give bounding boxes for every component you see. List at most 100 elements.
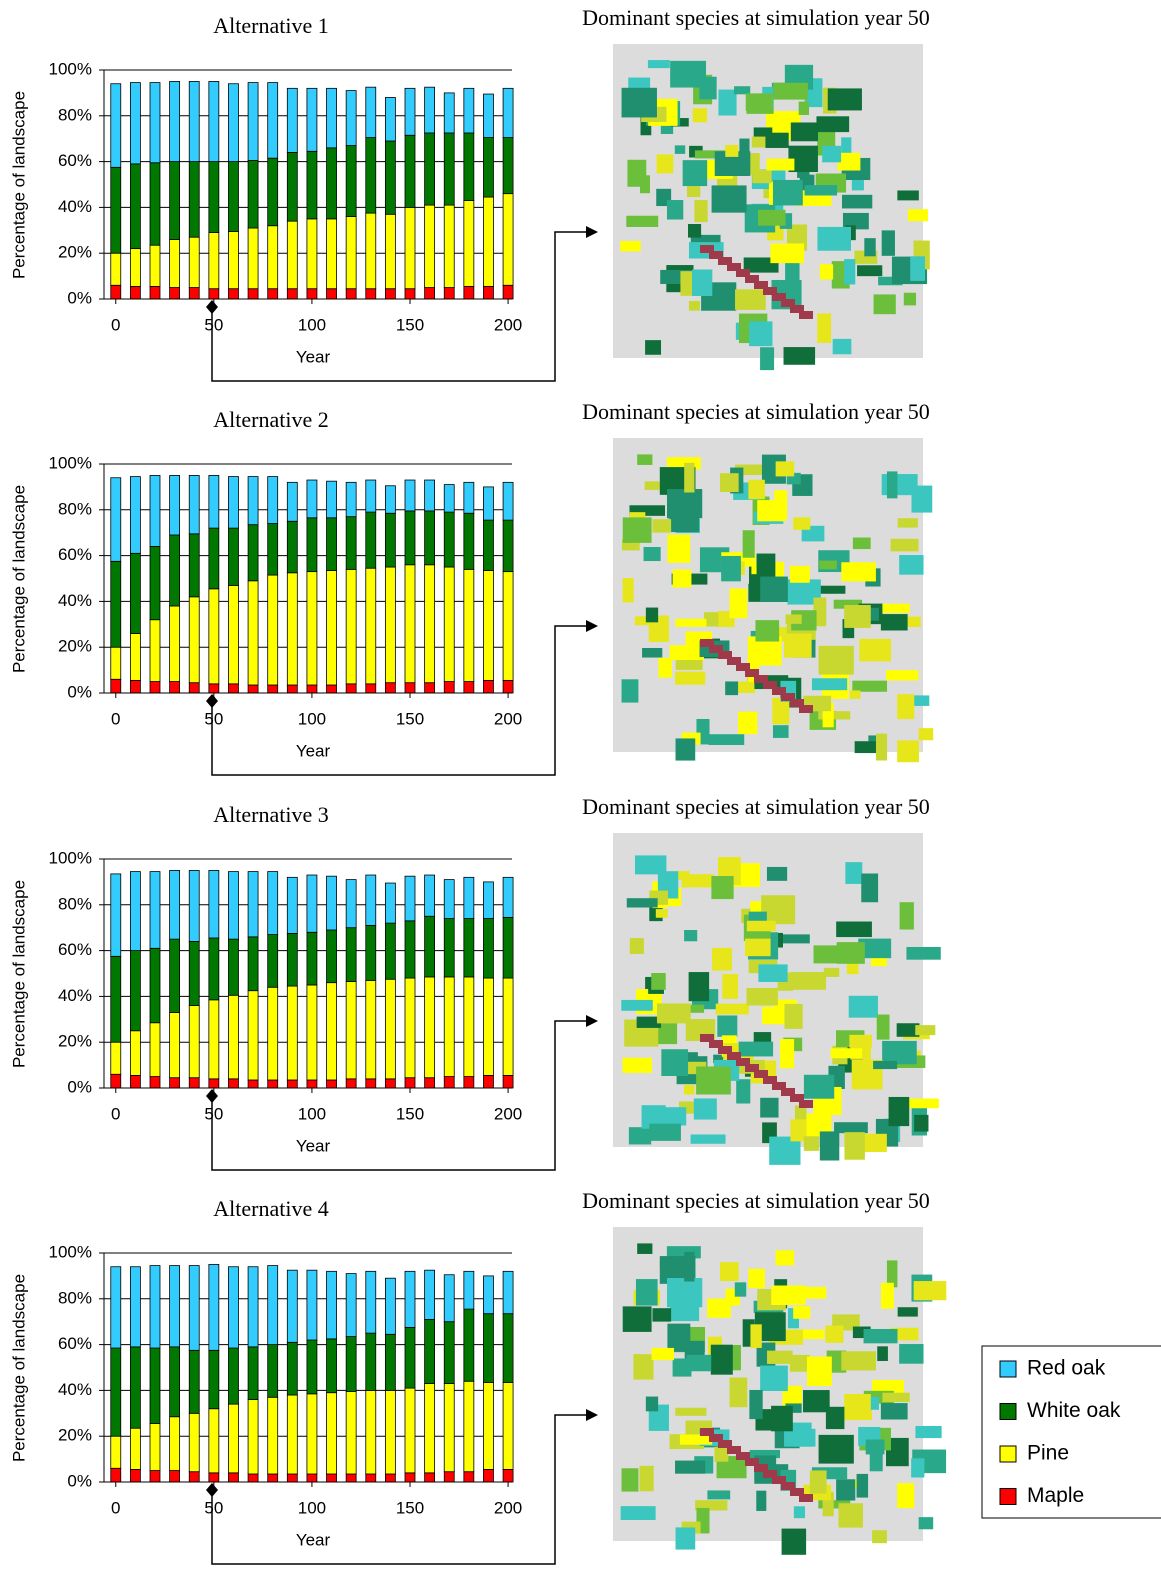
map-patch xyxy=(621,1000,652,1011)
bar-segment xyxy=(150,948,160,1022)
map-patch xyxy=(857,265,882,276)
bar-segment xyxy=(327,876,337,930)
map-patch xyxy=(627,160,646,187)
bar-segment xyxy=(327,1080,337,1088)
map-patch xyxy=(667,489,702,518)
map-patch xyxy=(762,1007,778,1024)
map-patch xyxy=(730,1378,748,1408)
map-patch xyxy=(907,1099,939,1109)
bar-segment xyxy=(327,219,337,289)
map-patch xyxy=(844,259,855,284)
bar-segment xyxy=(150,245,160,286)
map-patch xyxy=(734,86,750,94)
map-patch xyxy=(693,108,707,122)
map-patch xyxy=(739,139,749,152)
map-patch xyxy=(861,1134,886,1152)
bar-segment xyxy=(170,81,180,161)
bar-segment xyxy=(189,237,199,287)
map-patch xyxy=(914,1281,947,1300)
bar-segment xyxy=(346,684,356,693)
map-patch xyxy=(773,83,808,100)
bar-segment xyxy=(346,482,356,516)
bar-segment xyxy=(307,289,317,299)
bar-segment xyxy=(268,1345,278,1398)
bar-segment xyxy=(464,513,474,569)
bar-segment xyxy=(248,1267,258,1347)
map-patch xyxy=(691,1134,726,1143)
map-patch xyxy=(633,1354,653,1379)
bar-segment xyxy=(287,573,297,685)
map-patch xyxy=(805,185,838,195)
bar-segment xyxy=(346,217,356,289)
bar-segment xyxy=(464,286,474,299)
bar-segment xyxy=(503,1075,513,1088)
bar-segment xyxy=(170,288,180,299)
map-patch xyxy=(675,1461,705,1474)
bar-segment xyxy=(405,135,415,207)
arrowhead xyxy=(586,620,598,632)
map-patch xyxy=(675,672,705,685)
bar-segment xyxy=(307,219,317,289)
bar-segment xyxy=(111,167,121,253)
map-patch xyxy=(833,339,852,354)
map-patch xyxy=(853,538,871,550)
bar-segment xyxy=(425,205,435,287)
bar-segment xyxy=(425,1078,435,1088)
x-tick-label: 150 xyxy=(396,315,424,334)
bar-segment xyxy=(464,919,474,977)
map-patch xyxy=(750,1324,761,1348)
bar-segment xyxy=(307,685,317,693)
bar-segment xyxy=(111,561,121,647)
bar-segment xyxy=(405,289,415,299)
map-patch xyxy=(637,454,652,465)
bar-segment xyxy=(503,1382,513,1469)
bar-segment xyxy=(366,1390,376,1474)
map-patch xyxy=(738,712,757,734)
x-tick-label: 50 xyxy=(204,1104,223,1123)
bar-segment xyxy=(425,977,435,1078)
bar-segment xyxy=(111,1042,121,1074)
bar-segment xyxy=(228,1267,238,1348)
legend-label: Pine xyxy=(1027,1442,1069,1465)
panel: Alternative 40%20%40%60%80%100%050100150… xyxy=(9,1188,946,1564)
bar-segment xyxy=(111,647,121,679)
bar-segment xyxy=(307,1394,317,1474)
map-patch xyxy=(911,1458,924,1477)
bar-segment xyxy=(327,930,337,983)
bar-segment xyxy=(130,951,140,1031)
map-patch xyxy=(621,1506,656,1520)
map-patch xyxy=(749,1390,762,1419)
map-patch xyxy=(844,1132,864,1160)
bar-segment xyxy=(268,1474,278,1482)
map-patch xyxy=(667,1278,702,1307)
bar-segment xyxy=(425,288,435,299)
y-axis-label: Percentage of landscape xyxy=(9,880,28,1068)
bar-segment xyxy=(366,684,376,693)
bar-segment xyxy=(268,872,278,935)
map-patch xyxy=(864,1329,898,1343)
map-patch xyxy=(919,728,934,740)
map-patch xyxy=(771,1285,805,1305)
bar-segment xyxy=(444,1077,454,1088)
map-patch xyxy=(791,122,818,141)
map-patch xyxy=(755,620,779,641)
map-patch xyxy=(915,1426,941,1438)
map-patch xyxy=(790,566,810,583)
bar-segment xyxy=(189,1078,199,1088)
map-patch xyxy=(799,102,809,115)
bar-segment xyxy=(425,480,435,511)
x-tick-label: 50 xyxy=(204,709,223,728)
map-patch xyxy=(746,93,773,110)
bar-segment xyxy=(385,1278,395,1334)
bar-segment xyxy=(111,956,121,1042)
bar-segment xyxy=(327,983,337,1080)
bar-segment xyxy=(425,511,435,565)
bar-segment xyxy=(385,141,395,214)
bar-segment xyxy=(307,1474,317,1482)
map-patch xyxy=(900,902,914,929)
bar-segment xyxy=(170,1471,180,1482)
bar-segment xyxy=(464,1472,474,1482)
map-patch xyxy=(793,1306,810,1318)
map-patch xyxy=(748,1269,764,1288)
bar-segment xyxy=(228,477,238,529)
